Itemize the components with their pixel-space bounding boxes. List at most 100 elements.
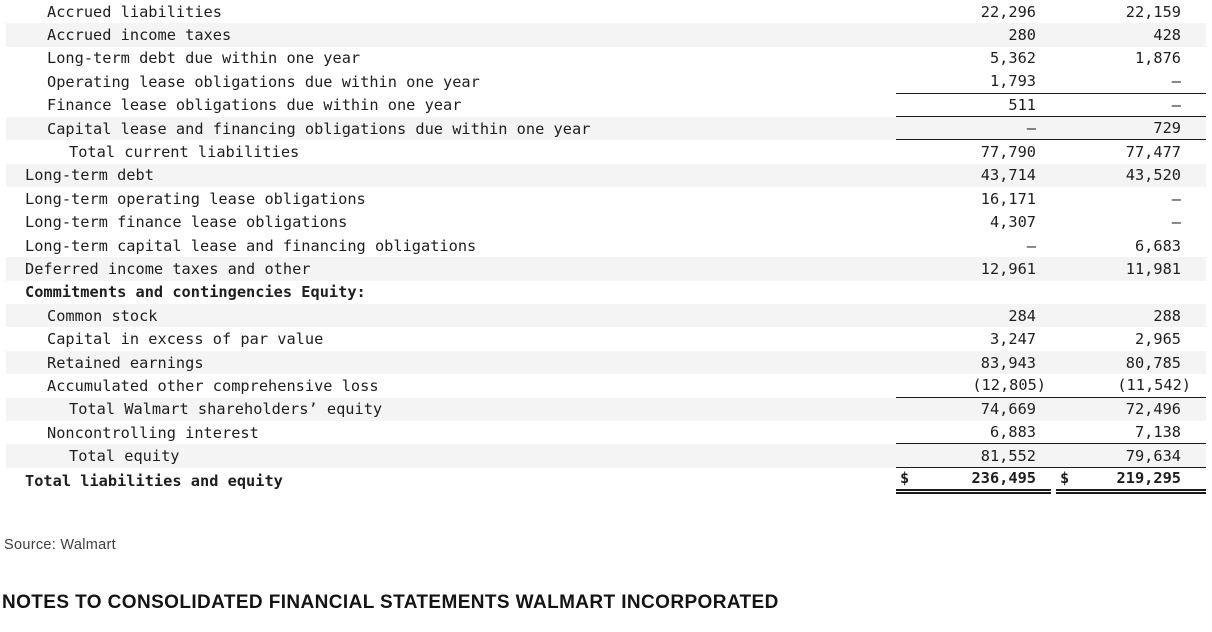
value-prior-year xyxy=(1056,281,1206,304)
row-label: Accrued liabilities xyxy=(47,2,222,21)
value-current-year: 3,247 xyxy=(989,330,1036,349)
row-values: 3,247 2,965 xyxy=(896,327,1206,350)
value-current-year: 43,714 xyxy=(980,166,1036,185)
table-row: Total Walmart shareholders’ equity 74,669… xyxy=(6,397,1206,422)
value-prior-year: — xyxy=(1171,189,1181,208)
value-prior-year: — xyxy=(1171,213,1181,232)
table-row: Long-term debt due within one year 5,362 1… xyxy=(6,47,1206,70)
row-values: 6,883 7,138 xyxy=(896,421,1206,445)
table-row: Total liabilities and equity $236,495 $219… xyxy=(6,468,1206,494)
row-label: Retained earnings xyxy=(47,353,204,372)
value-current-year: 511 xyxy=(1008,95,1036,114)
value-current-year: 280 xyxy=(1008,26,1036,45)
row-label: Operating lease obligations due within o… xyxy=(47,72,480,91)
value-prior-year: 6,683 xyxy=(1134,236,1181,255)
notes-heading: NOTES TO CONSOLIDATED FINANCIAL STATEMEN… xyxy=(2,592,779,613)
table-row: Capital lease and financing obligations … xyxy=(6,116,1206,141)
row-label: Total equity xyxy=(69,447,180,466)
row-label: Noncontrolling interest xyxy=(47,423,259,442)
table-row: Deferred income taxes and other 12,961 11,… xyxy=(6,257,1206,281)
row-values: 280 428 xyxy=(896,23,1206,46)
value-prior-year: 77,477 xyxy=(1125,143,1181,162)
table-row: Capital in excess of par value 3,247 2,965 xyxy=(6,327,1206,350)
table-row: Accrued income taxes 280 428 xyxy=(6,23,1206,47)
value-prior-year: (11,542) xyxy=(1117,376,1191,395)
table-row: Common stock 284 288 xyxy=(6,304,1206,328)
row-values: — 6,683 xyxy=(896,234,1206,257)
table-row: Finance lease obligations due within one… xyxy=(6,94,1206,117)
value-current-year xyxy=(896,281,1056,304)
row-label: Deferred income taxes and other xyxy=(25,259,311,278)
value-prior-year: 428 xyxy=(1153,26,1181,45)
row-values: 511 — xyxy=(896,94,1206,117)
balance-sheet-table: Accrued liabilities 22,296 22,159 Accrued i… xyxy=(6,0,1206,494)
row-values: 83,943 80,785 xyxy=(896,351,1206,374)
table-row: Total current liabilities 77,790 77,477 xyxy=(6,140,1206,163)
row-values: $236,495 $219,295 xyxy=(896,468,1206,494)
row-values xyxy=(896,281,1206,304)
value-current-year: 5,362 xyxy=(989,49,1036,68)
table-row: Long-term operating lease obligations 16,… xyxy=(6,187,1206,210)
row-values: 22,296 22,159 xyxy=(896,0,1206,23)
value-current-year: $236,495 xyxy=(896,468,1051,494)
row-label: Capital lease and financing obligations … xyxy=(47,119,591,138)
row-label: Commitments and contingencies Equity: xyxy=(25,283,366,302)
row-values: 81,552 79,634 xyxy=(896,444,1206,468)
value-prior-year: 7,138 xyxy=(1134,423,1181,442)
value-prior-year: 729 xyxy=(1153,119,1181,138)
currency-symbol: $ xyxy=(900,469,910,488)
value-current-year: 1,793 xyxy=(989,72,1036,91)
row-label: Accumulated other comprehensive loss xyxy=(47,376,379,395)
value-current-year: — xyxy=(1026,236,1036,255)
row-label: Total liabilities and equity xyxy=(25,471,283,490)
currency-symbol: $ xyxy=(1060,469,1070,488)
row-values: 77,790 77,477 xyxy=(896,140,1206,163)
value-prior-year: 43,520 xyxy=(1125,166,1181,185)
value-prior-year: 11,981 xyxy=(1125,259,1181,278)
table-row: Retained earnings 83,943 80,785 xyxy=(6,350,1206,375)
value-current-year: 22,296 xyxy=(980,2,1036,21)
value-prior-year: — xyxy=(1171,95,1181,114)
row-label: Long-term operating lease obligations xyxy=(25,189,366,208)
table-row: Long-term debt 43,714 43,520 xyxy=(6,163,1206,188)
value-current-year: 12,961 xyxy=(980,259,1036,278)
row-label: Total current liabilities xyxy=(69,143,300,162)
source-note: Source: Walmart xyxy=(4,537,116,553)
value-current-year: 284 xyxy=(1008,306,1036,325)
value-current-year: — xyxy=(1026,119,1036,138)
row-label: Total Walmart shareholders’ equity xyxy=(69,400,383,419)
row-label: Finance lease obligations due within one… xyxy=(47,96,462,115)
row-label: Long-term debt xyxy=(25,166,154,185)
value-current-year: 4,307 xyxy=(989,213,1036,232)
table-row: Operating lease obligations due within o… xyxy=(6,70,1206,94)
value-prior-year: 79,634 xyxy=(1125,446,1181,465)
table-row: Commitments and contingencies Equity: xyxy=(6,281,1206,304)
row-label: Long-term finance lease obligations xyxy=(25,213,348,232)
table-row: Accumulated other comprehensive loss (12,… xyxy=(6,374,1206,398)
row-values: 284 288 xyxy=(896,304,1206,327)
value-prior-year: 72,496 xyxy=(1125,400,1181,419)
value-prior-year: — xyxy=(1171,72,1181,91)
row-label: Capital in excess of par value xyxy=(47,330,324,349)
row-values: — 729 xyxy=(896,117,1206,141)
value-prior-year: 2,965 xyxy=(1134,330,1181,349)
value-current-year: 77,790 xyxy=(980,143,1036,162)
value-prior-year: 288 xyxy=(1153,306,1181,325)
row-values: 43,714 43,520 xyxy=(896,164,1206,187)
row-values: (12,805) (11,542) xyxy=(896,374,1206,398)
value-current-year: 74,669 xyxy=(980,400,1036,419)
row-values: 12,961 11,981 xyxy=(896,257,1206,280)
value-prior-year: 80,785 xyxy=(1125,353,1181,372)
table-row: Long-term capital lease and financing ob… xyxy=(6,234,1206,257)
value-prior-year: $219,295 xyxy=(1056,468,1206,494)
row-label: Common stock xyxy=(47,306,158,325)
table-row: Noncontrolling interest 6,883 7,138 xyxy=(6,421,1206,445)
row-label: Accrued income taxes xyxy=(47,26,232,45)
value-current-year: 6,883 xyxy=(989,423,1036,442)
row-label: Long-term capital lease and financing ob… xyxy=(25,236,477,255)
row-values: 16,171 — xyxy=(896,187,1206,210)
value-current-year: (12,805) xyxy=(972,376,1046,395)
value-prior-year: 1,876 xyxy=(1134,49,1181,68)
row-values: 5,362 1,876 xyxy=(896,47,1206,70)
row-values: 4,307 — xyxy=(896,211,1206,234)
